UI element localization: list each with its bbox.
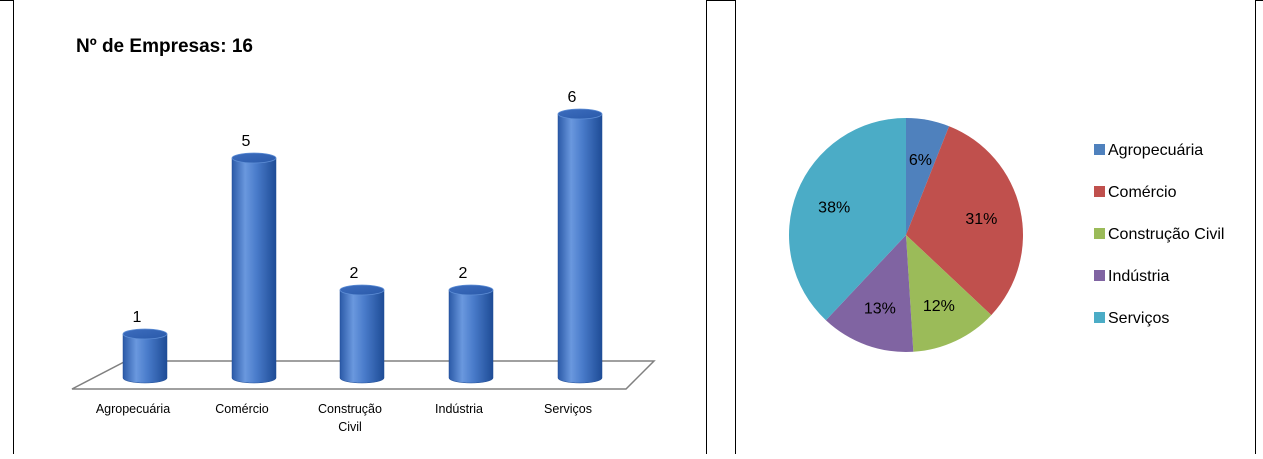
pie-slice: [906, 118, 950, 235]
bar-cap: [231, 152, 277, 164]
legend-item: Agropecuária: [1094, 142, 1203, 159]
bar-value-label: 6: [568, 89, 577, 106]
pie-slice: [906, 235, 992, 352]
bar-cap: [557, 108, 603, 120]
pie-chart: 6% 31% 12% 13% 38% Agropecuária Comércio Const…: [789, 118, 1224, 352]
bar-value-label: 5: [242, 133, 251, 150]
pie-data-label: 6%: [909, 152, 932, 169]
legend-label: Agropecuária: [1108, 142, 1203, 159]
bar-chart: Nº de Empresas: 16 1 5 2 2 6 Agropecuária Com…: [71, 36, 656, 434]
legend-swatch: [1094, 186, 1105, 197]
legend-label: Serviços: [1108, 310, 1169, 327]
bar-value-label: 2: [350, 265, 359, 282]
x-tick-label: Indústria: [435, 402, 483, 416]
chart-legend: Agropecuária Comércio Construção Civil Indú…: [1094, 142, 1224, 327]
bar-cap: [122, 328, 168, 340]
frame-divider-right: [735, 0, 736, 454]
legend-label: Construção Civil: [1108, 226, 1224, 243]
bar-body: [231, 157, 277, 384]
pie-data-label: 31%: [965, 211, 997, 228]
pie-slice: [825, 235, 914, 352]
bar: 1: [122, 309, 168, 384]
x-tick-label: Construção Civil: [318, 402, 382, 434]
legend-item: Comércio: [1094, 184, 1177, 201]
bar-body: [557, 113, 603, 384]
legend-item: Serviços: [1094, 310, 1169, 327]
legend-swatch: [1094, 270, 1105, 281]
x-tick-label: Serviços: [544, 402, 592, 416]
bar: 2: [339, 265, 385, 384]
legend-item: Construção Civil: [1094, 226, 1224, 243]
legend-swatch: [1094, 228, 1105, 239]
bar-body: [122, 333, 168, 384]
x-tick-label: Agropecuária: [96, 402, 170, 416]
pie-chart-panel: 6% 31% 12% 13% 38% Agropecuária Comércio Const…: [736, 0, 1255, 454]
pie-slice: [789, 118, 906, 321]
bar-cap: [448, 284, 494, 296]
frame-left-border: [13, 0, 14, 454]
bar: 6: [557, 89, 603, 384]
legend-item: Indústria: [1094, 268, 1169, 285]
pie-data-label: 13%: [864, 301, 896, 318]
bar: 2: [448, 265, 494, 384]
legend-label: Indústria: [1108, 268, 1169, 285]
legend-swatch: [1094, 144, 1105, 155]
bar-value-label: 1: [133, 309, 142, 326]
bar-cap: [339, 284, 385, 296]
legend-swatch: [1094, 312, 1105, 323]
bar-chart-panel: Nº de Empresas: 16 1 5 2 2 6 Agropecuária Com…: [14, 0, 706, 454]
frame-divider-left: [706, 0, 707, 454]
x-tick-label: Comércio: [215, 402, 269, 416]
bar: 5: [231, 133, 277, 384]
frame-right-border: [1255, 0, 1256, 454]
chart-title: Nº de Empresas: 16: [76, 36, 253, 57]
bar-body: [448, 289, 494, 384]
pie-data-label: 12%: [923, 298, 955, 315]
bar-value-label: 2: [459, 265, 468, 282]
legend-label: Comércio: [1108, 184, 1177, 201]
pie-slice: [906, 126, 1023, 316]
bar-body: [339, 289, 385, 384]
pie-data-label: 38%: [818, 200, 850, 217]
